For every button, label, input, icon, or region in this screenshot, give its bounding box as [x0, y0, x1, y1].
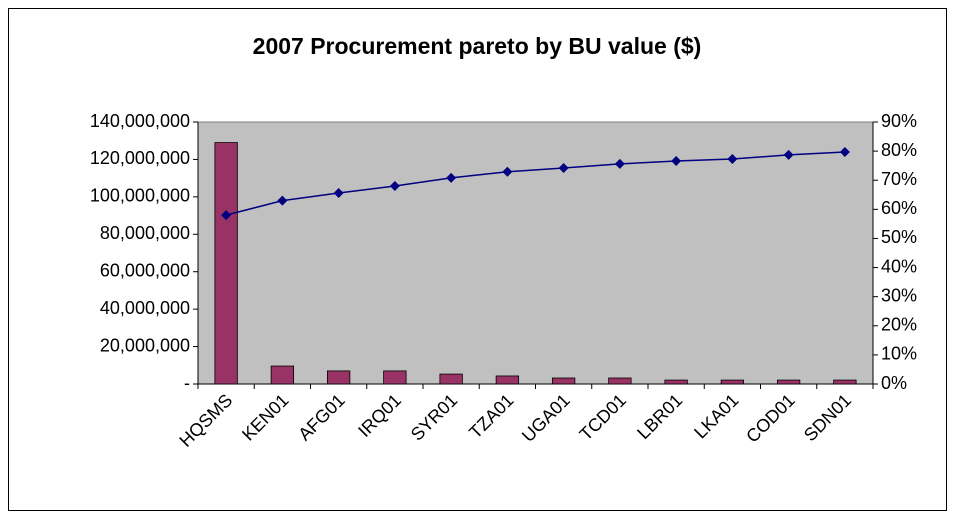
y2-tick-label: 50%: [881, 227, 917, 247]
line-marker: [446, 172, 457, 183]
y2-tick-label: 20%: [881, 315, 917, 335]
bar: [664, 379, 688, 385]
bar: [720, 379, 745, 385]
y2-tick-label: 90%: [881, 111, 917, 131]
line-marker: [558, 162, 569, 173]
y2-tick-label: 30%: [881, 285, 917, 305]
y-tick-label: 80,000,000: [100, 223, 190, 243]
line-marker: [727, 153, 738, 164]
bar: [608, 377, 632, 385]
y2-tick-label: 0%: [881, 373, 907, 393]
y-tick-label: 40,000,000: [100, 298, 190, 318]
bar: [833, 379, 857, 385]
line-marker: [783, 149, 794, 160]
chart-title: 2007 Procurement pareto by BU value ($): [253, 33, 702, 59]
y-tick-label: 140,000,000: [90, 111, 190, 131]
line-marker: [502, 166, 513, 177]
y-tick-label: 120,000,000: [90, 148, 190, 168]
bar: [551, 377, 576, 385]
y-tick-label: 100,000,000: [90, 186, 190, 206]
line-marker: [221, 210, 232, 221]
line-series: [225, 151, 845, 216]
y-tick-label: -: [184, 373, 190, 393]
bar: [214, 142, 238, 385]
y-tick-label: 60,000,000: [100, 260, 190, 280]
bar: [495, 375, 520, 385]
y2-tick-label: 80%: [881, 140, 917, 160]
line-marker: [277, 195, 288, 206]
plot-area: [197, 121, 874, 385]
line-marker: [671, 156, 682, 167]
bar: [326, 370, 351, 385]
line-marker: [839, 146, 850, 157]
line-marker: [389, 181, 400, 192]
line-marker: [333, 188, 344, 199]
y2-tick-label: 40%: [881, 256, 917, 276]
bar: [776, 379, 801, 385]
y-tick-label: 20,000,000: [100, 335, 190, 355]
bar: [383, 370, 407, 385]
y2-tick-label: 60%: [881, 198, 917, 218]
y2-tick-label: 10%: [881, 344, 917, 364]
y2-tick-label: 70%: [881, 169, 917, 189]
bar: [439, 373, 463, 385]
bar: [270, 365, 295, 385]
line-marker: [614, 158, 625, 169]
